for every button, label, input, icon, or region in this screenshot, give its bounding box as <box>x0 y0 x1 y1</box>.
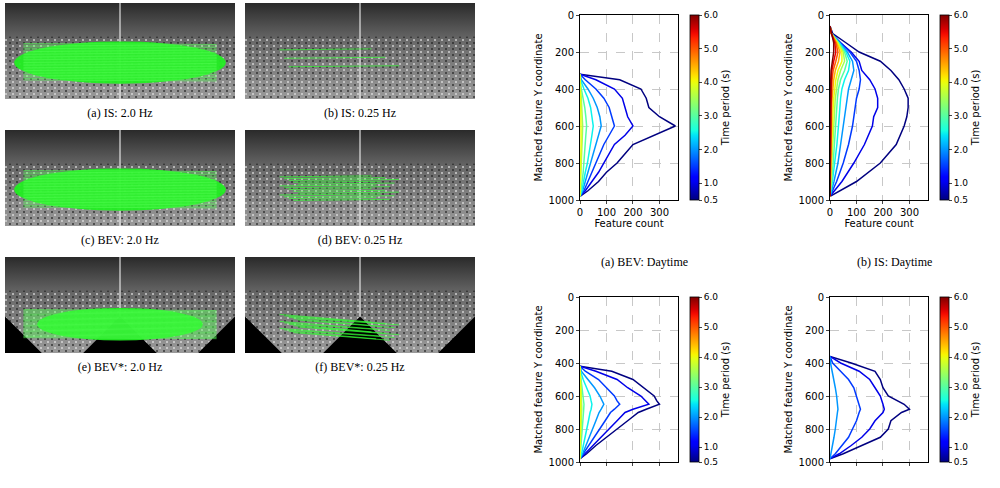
svg-text:5.0: 5.0 <box>954 322 969 332</box>
svg-text:Feature count: Feature count <box>844 218 913 229</box>
html-text:(b) IS: 0.25 Hz: (b) IS: 0.25 Hz <box>324 106 396 120</box>
svg-text:5.0: 5.0 <box>954 44 969 54</box>
svg-text:800: 800 <box>555 158 574 169</box>
html-text:(c) BEV: 2.0 Hz: (c) BEV: 2.0 Hz <box>81 233 159 247</box>
svg-text:800: 800 <box>805 158 824 169</box>
svg-text:400: 400 <box>555 84 574 95</box>
svg-text:200: 200 <box>873 207 892 218</box>
svg-text:Time period (s): Time period (s) <box>970 342 981 419</box>
svg-text:600: 600 <box>555 391 574 402</box>
svg-text:200: 200 <box>805 325 824 336</box>
svg-text:800: 800 <box>805 424 824 435</box>
svg-text:Time period (s): Time period (s) <box>720 342 731 419</box>
svg-text:600: 600 <box>555 121 574 132</box>
svg-text:Matched feature Y coordinate: Matched feature Y coordinate <box>783 305 794 453</box>
svg-text:1000: 1000 <box>549 457 574 468</box>
svg-text:1.0: 1.0 <box>954 442 969 452</box>
svg-text:(b) IS: Daytime: (b) IS: Daytime <box>857 255 932 269</box>
svg-text:300: 300 <box>650 207 669 218</box>
svg-text:0: 0 <box>818 292 824 303</box>
svg-text:3.0: 3.0 <box>704 111 719 121</box>
svg-text:Time period (s): Time period (s) <box>720 70 731 147</box>
svg-text:2.0: 2.0 <box>704 145 719 155</box>
svg-text:400: 400 <box>805 358 824 369</box>
svg-text:2.0: 2.0 <box>704 412 719 422</box>
svg-text:0: 0 <box>818 10 824 21</box>
svg-text:0: 0 <box>827 207 833 218</box>
svg-text:100: 100 <box>847 207 866 218</box>
svg-text:6.0: 6.0 <box>704 10 719 20</box>
svg-text:1.0: 1.0 <box>704 178 719 188</box>
svg-text:5.0: 5.0 <box>704 44 719 54</box>
svg-text:2.0: 2.0 <box>954 412 969 422</box>
svg-text:5.0: 5.0 <box>704 322 719 332</box>
html-text:(f) BEV*: 0.25 Hz: (f) BEV*: 0.25 Hz <box>315 360 405 374</box>
svg-text:Time period (s): Time period (s) <box>970 70 981 147</box>
svg-text:3.0: 3.0 <box>954 111 969 121</box>
svg-text:0: 0 <box>568 292 574 303</box>
svg-text:200: 200 <box>623 207 642 218</box>
svg-text:600: 600 <box>805 121 824 132</box>
html-text:(e) BEV*: 2.0 Hz: (e) BEV*: 2.0 Hz <box>77 360 163 374</box>
svg-text:(a) BEV: Daytime: (a) BEV: Daytime <box>601 255 688 269</box>
svg-text:1000: 1000 <box>799 457 824 468</box>
svg-text:0.5: 0.5 <box>704 457 718 467</box>
svg-text:6.0: 6.0 <box>954 10 969 20</box>
svg-text:4.0: 4.0 <box>704 352 719 362</box>
svg-text:200: 200 <box>555 325 574 336</box>
svg-text:6.0: 6.0 <box>704 292 719 302</box>
svg-text:1000: 1000 <box>549 195 574 206</box>
svg-text:3.0: 3.0 <box>704 382 719 392</box>
svg-text:Feature count: Feature count <box>594 218 663 229</box>
svg-text:Matched feature Y coordinate: Matched feature Y coordinate <box>783 33 794 181</box>
svg-text:200: 200 <box>555 47 574 58</box>
svg-text:6.0: 6.0 <box>954 292 969 302</box>
svg-text:1.0: 1.0 <box>954 178 969 188</box>
svg-text:400: 400 <box>555 358 574 369</box>
svg-text:1000: 1000 <box>799 195 824 206</box>
svg-text:800: 800 <box>555 424 574 435</box>
svg-text:4.0: 4.0 <box>954 77 969 87</box>
svg-text:0.5: 0.5 <box>954 195 968 205</box>
svg-text:600: 600 <box>805 391 824 402</box>
svg-text:1.0: 1.0 <box>704 442 719 452</box>
svg-text:0: 0 <box>568 10 574 21</box>
svg-text:Matched feature Y coordinate: Matched feature Y coordinate <box>533 33 544 181</box>
svg-text:2.0: 2.0 <box>954 145 969 155</box>
svg-text:Matched feature Y coordinate: Matched feature Y coordinate <box>533 305 544 453</box>
svg-text:0.5: 0.5 <box>954 457 968 467</box>
svg-text:200: 200 <box>805 47 824 58</box>
svg-text:0: 0 <box>577 207 583 218</box>
html-text:(a) IS: 2.0 Hz: (a) IS: 2.0 Hz <box>87 106 153 120</box>
svg-text:4.0: 4.0 <box>704 77 719 87</box>
svg-text:0.5: 0.5 <box>704 195 718 205</box>
svg-text:300: 300 <box>900 207 919 218</box>
html-text:(d) BEV: 0.25 Hz: (d) BEV: 0.25 Hz <box>317 233 403 247</box>
svg-text:3.0: 3.0 <box>954 382 969 392</box>
svg-text:100: 100 <box>597 207 616 218</box>
svg-text:4.0: 4.0 <box>954 352 969 362</box>
svg-text:400: 400 <box>805 84 824 95</box>
